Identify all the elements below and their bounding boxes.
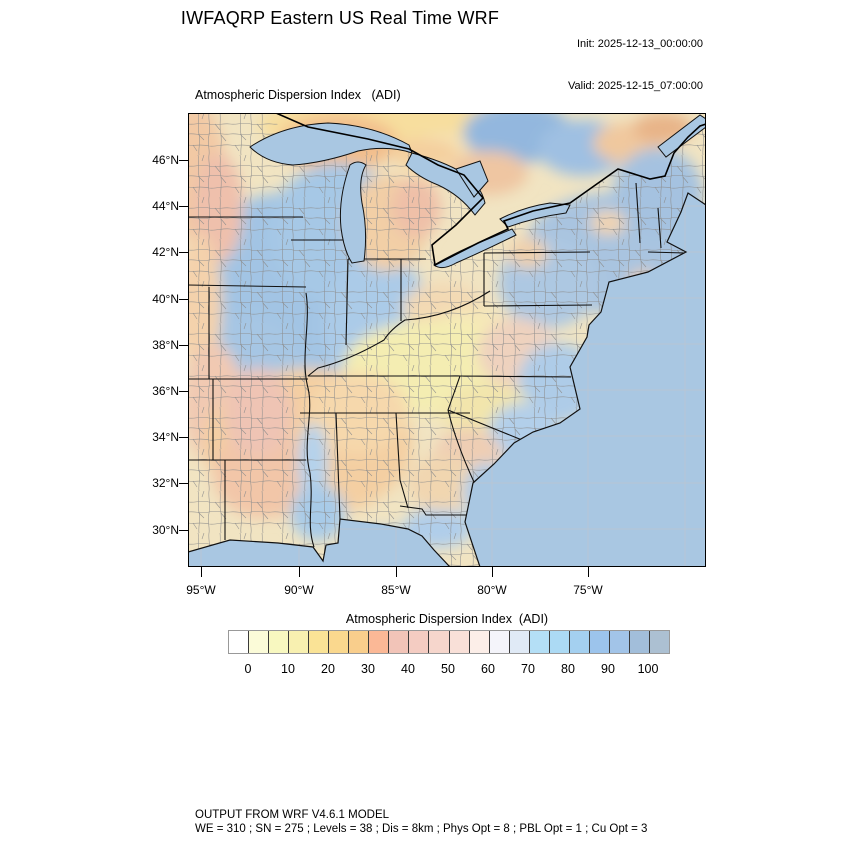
- colorbar-cell: [229, 631, 249, 653]
- colorbar-cell: [268, 631, 289, 653]
- colorbar-cell: [608, 631, 629, 653]
- canada-border: [275, 113, 706, 267]
- colorbar-cell: [548, 631, 569, 653]
- lon-label: 95°W: [186, 583, 216, 597]
- footer-model-line: OUTPUT FROM WRF V4.6.1 MODEL: [195, 809, 390, 821]
- run-timestamps: Init: 2025-12-13_00:00:00 Valid: 2025-12…: [568, 9, 703, 107]
- lat-tick-mark: [179, 345, 188, 346]
- lat-label: 42°N: [152, 245, 179, 259]
- lon-label: 90°W: [284, 583, 314, 597]
- lat-tick-mark: [179, 160, 188, 161]
- colorbar: [228, 630, 670, 654]
- colorbar-tick-label: 10: [281, 662, 295, 676]
- lat-tick-mark: [179, 252, 188, 253]
- colorbar-tick-label: 70: [521, 662, 535, 676]
- lat-label: 30°N: [152, 523, 179, 537]
- map-panel-title: Atmospheric Dispersion Index (ADI): [195, 88, 401, 102]
- colorbar-cell: [368, 631, 389, 653]
- great-lakes: [249, 114, 706, 269]
- lat-tick-mark: [179, 206, 188, 207]
- colorbar-cell: [568, 631, 589, 653]
- colorbar-cell: [248, 631, 269, 653]
- lon-label: 80°W: [477, 583, 507, 597]
- colorbar-tick-label: 30: [361, 662, 375, 676]
- lat-tick-mark: [179, 437, 188, 438]
- colorbar-cell: [348, 631, 369, 653]
- colorbar-tick-label: 90: [601, 662, 615, 676]
- colorbar-tick-label: 60: [481, 662, 495, 676]
- coastline: [188, 192, 706, 567]
- colorbar-cell: [488, 631, 509, 653]
- lat-label: 32°N: [152, 476, 179, 490]
- colorbar-cell: [508, 631, 529, 653]
- colorbar-cell: [468, 631, 489, 653]
- lat-tick-mark: [179, 483, 188, 484]
- map-panel: [188, 113, 706, 567]
- colorbar-cell: [328, 631, 349, 653]
- lat-label: 44°N: [152, 199, 179, 213]
- colorbar-cell: [428, 631, 449, 653]
- colorbar-cell: [408, 631, 429, 653]
- lon-label: 75°W: [573, 583, 603, 597]
- colorbar-cell: [388, 631, 409, 653]
- lat-tick-mark: [179, 391, 188, 392]
- lat-label: 38°N: [152, 338, 179, 352]
- lon-label: 85°W: [381, 583, 411, 597]
- lat-tick-mark: [179, 530, 188, 531]
- lon-tick-mark: [201, 567, 202, 577]
- colorbar-cell: [308, 631, 329, 653]
- lat-label: 40°N: [152, 292, 179, 306]
- valid-time: Valid: 2025-12-15_07:00:00: [568, 80, 703, 92]
- colorbar-cell: [628, 631, 649, 653]
- colorbar-tick-label: 50: [441, 662, 455, 676]
- colorbar-cell: [288, 631, 309, 653]
- lat-label: 36°N: [152, 384, 179, 398]
- colorbar-cell: [448, 631, 469, 653]
- adi-map: [188, 113, 706, 567]
- lon-tick-mark: [492, 567, 493, 577]
- lon-tick-mark: [588, 567, 589, 577]
- lat-label: 34°N: [152, 430, 179, 444]
- colorbar-cell: [648, 631, 670, 653]
- lon-tick-mark: [299, 567, 300, 577]
- colorbar-tick-label: 80: [561, 662, 575, 676]
- init-time: Init: 2025-12-13_00:00:00: [577, 38, 703, 50]
- colorbar-tick-label: 40: [401, 662, 415, 676]
- colorbar-title: Atmospheric Dispersion Index (ADI): [345, 612, 549, 626]
- footer-config-line: WE = 310 ; SN = 275 ; Levels = 38 ; Dis …: [195, 823, 648, 835]
- colorbar-tick-label: 0: [244, 662, 252, 676]
- lat-tick-mark: [179, 299, 188, 300]
- map-frame: [188, 113, 706, 567]
- colorbar-cell: [588, 631, 609, 653]
- lat-label: 46°N: [152, 153, 179, 167]
- page-title: IWFAQRP Eastern US Real Time WRF: [180, 8, 500, 28]
- lon-tick-mark: [396, 567, 397, 577]
- colorbar-tick-label: 20: [321, 662, 335, 676]
- colorbar-cell: [528, 631, 549, 653]
- colorbar-tick-label: 100: [637, 662, 659, 676]
- state-borders: [188, 182, 686, 548]
